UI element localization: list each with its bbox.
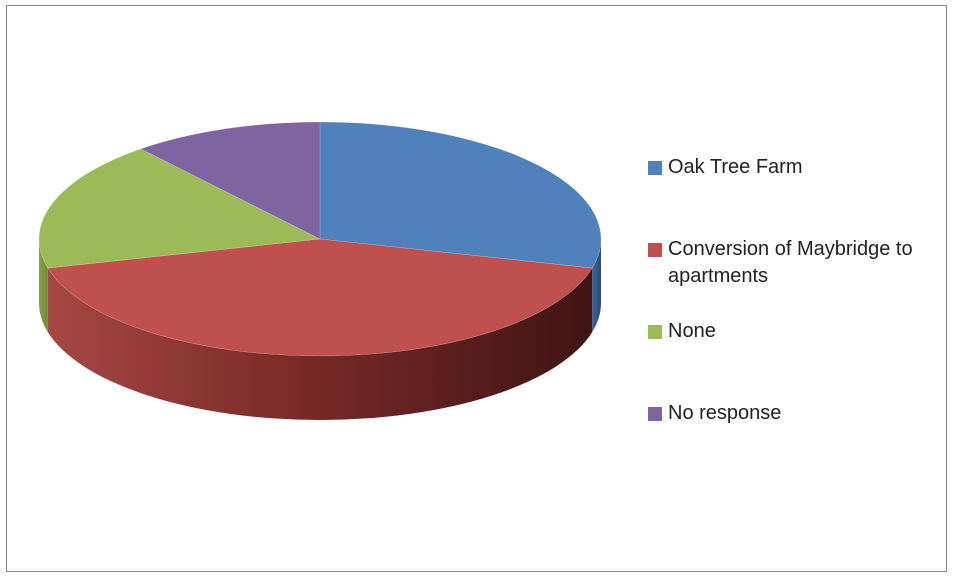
legend-label: None xyxy=(668,320,716,342)
legend-item-conversion-of-maybridge: Conversion of Maybridge to apartments xyxy=(648,236,955,290)
legend-label: Conversion of Maybridge to apartments xyxy=(668,238,913,287)
legend-swatch xyxy=(648,161,662,175)
legend-item-oak-tree-farm: Oak Tree Farm xyxy=(648,154,948,181)
legend-label: Oak Tree Farm xyxy=(668,156,803,178)
chart-frame: Oak Tree Farm Conversion of Maybridge to… xyxy=(6,5,947,572)
legend-item-none: None xyxy=(648,318,948,345)
pie-chart xyxy=(38,121,602,420)
legend-swatch xyxy=(648,407,662,421)
legend-swatch xyxy=(648,325,662,339)
pie-side-oak-tree-farm xyxy=(592,239,601,333)
pie-side-none xyxy=(39,239,48,333)
pie-side-conversion-of-maybridge xyxy=(47,268,593,420)
legend-swatch xyxy=(648,243,662,257)
pie-slice-oak-tree-farm xyxy=(319,121,602,269)
pie-slice-conversion-of-maybridge xyxy=(47,238,593,357)
pie-slice-no-response xyxy=(140,121,321,240)
pie-slice-none xyxy=(38,148,322,269)
legend-label: No response xyxy=(668,402,782,424)
legend-item-no-response: No response xyxy=(648,400,948,427)
